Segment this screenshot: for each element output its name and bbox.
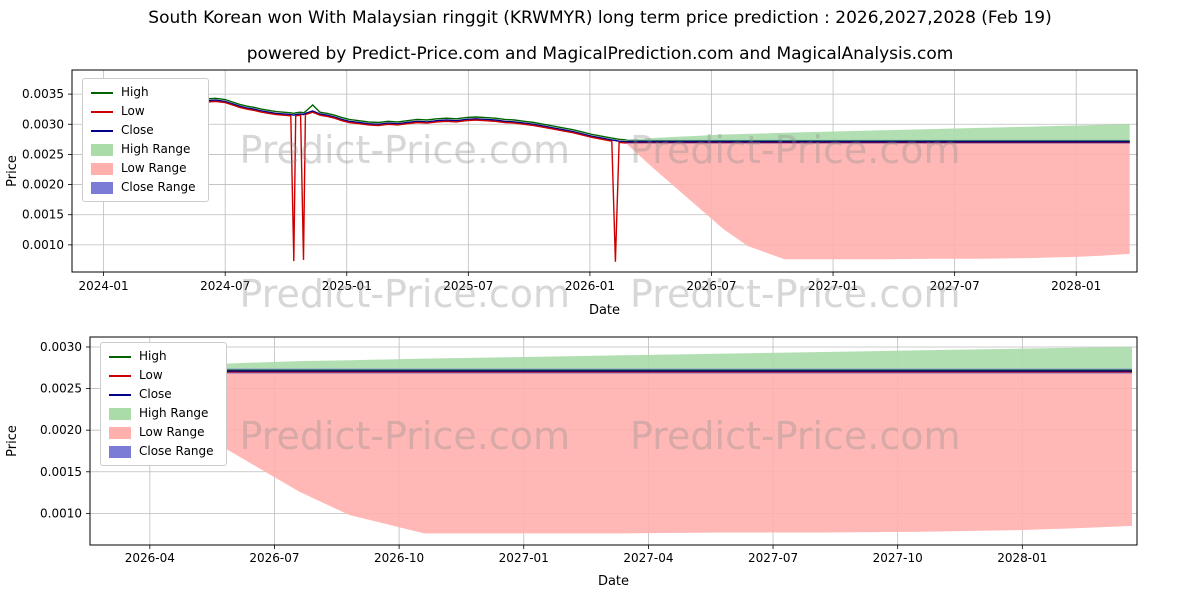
legend-label: High (139, 349, 167, 363)
patch-swatch-low-range (109, 426, 131, 439)
patch-swatch-close-range (109, 445, 131, 458)
patch-swatch-high-range (109, 407, 131, 420)
tick-labels: 2026-04 2026-07 2026-10 2027-01 2027-04 2027-… (40, 340, 1047, 565)
svg-text:2028-01: 2028-01 (1051, 279, 1101, 293)
top-chart: 2024-01 2024-07 2025-01 2025-07 2026-01 2026-… (5, 69, 1138, 318)
svg-text:0.0010: 0.0010 (22, 238, 64, 252)
svg-text:0.0035: 0.0035 (22, 87, 64, 101)
svg-text:2025-01: 2025-01 (322, 279, 372, 293)
band-high-range (626, 124, 1130, 142)
legend-item-close-range: Close Range (91, 180, 196, 195)
svg-text:2026-01: 2026-01 (565, 279, 615, 293)
line-low (127, 97, 627, 262)
legend-label: Low Range (139, 425, 205, 439)
svg-text:2027-01: 2027-01 (499, 551, 549, 565)
svg-text:0.0030: 0.0030 (40, 340, 82, 354)
page-title: South Korean won With Malaysian ringgit … (148, 8, 1052, 28)
legend-label: High Range (121, 142, 191, 156)
line-swatch-high (109, 355, 131, 358)
svg-text:0.0025: 0.0025 (40, 382, 82, 396)
legend-item-low-range: Low Range (91, 161, 196, 176)
svg-text:2024-07: 2024-07 (200, 279, 250, 293)
legend-label: High Range (139, 406, 209, 420)
band-high-range (100, 347, 1132, 372)
line-swatch-high (91, 91, 113, 94)
patch-swatch-close-range (91, 181, 113, 194)
line-swatch-low (91, 110, 113, 113)
bottom-chart: 2026-04 2026-07 2026-10 2027-01 2027-04 2027-… (5, 336, 1138, 589)
svg-text:2027-10: 2027-10 (873, 551, 923, 565)
patch-swatch-high-range (91, 143, 113, 156)
plot-border (71, 69, 1138, 273)
svg-text:2027-01: 2027-01 (808, 279, 858, 293)
band-low-range (100, 371, 1132, 534)
svg-text:2026-07: 2026-07 (686, 279, 736, 293)
svg-text:2026-10: 2026-10 (374, 551, 424, 565)
svg-text:0.0020: 0.0020 (22, 178, 64, 192)
legend-label: Low (121, 104, 145, 118)
legend-item-close: Close (109, 387, 214, 402)
legend-top: High Low Close High Range Low Range Close Ran… (82, 78, 209, 202)
svg-text:0.0020: 0.0020 (40, 423, 82, 437)
legend-item-high-range: High Range (109, 406, 214, 421)
patch-swatch-low-range (91, 162, 113, 175)
svg-text:2027-07: 2027-07 (930, 279, 980, 293)
legend-label: Close Range (121, 180, 196, 194)
legend-bottom: High Low Close High Range Low Range Close Ran… (100, 342, 227, 466)
legend-item-close-range: Close Range (109, 444, 214, 459)
x-axis-label: Date (598, 574, 629, 589)
band-low-range (626, 142, 1130, 260)
legend-item-low: Low (109, 368, 214, 383)
legend-item-high: High (91, 85, 196, 100)
legend-label: Close Range (139, 444, 214, 458)
svg-text:0.0025: 0.0025 (22, 147, 64, 161)
legend-item-high-range: High Range (91, 142, 196, 157)
y-axis-label: Price (5, 425, 20, 457)
legend-label: Close (121, 123, 154, 137)
line-swatch-close (109, 393, 131, 396)
legend-item-high: High (109, 349, 214, 364)
x-axis-label: Date (589, 303, 620, 318)
svg-text:2027-07: 2027-07 (748, 551, 798, 565)
line-swatch-close (91, 129, 113, 132)
legend-label: Low (139, 368, 163, 382)
line-high (127, 94, 627, 141)
legend-label: Low Range (121, 161, 187, 175)
legend-label: Close (139, 387, 172, 401)
y-axis-label: Price (5, 155, 20, 187)
legend-item-low: Low (91, 104, 196, 119)
legend-item-low-range: Low Range (109, 425, 214, 440)
svg-text:0.0030: 0.0030 (22, 117, 64, 131)
svg-text:0.0010: 0.0010 (40, 506, 82, 520)
legend-label: High (121, 85, 149, 99)
line-close (127, 96, 627, 143)
svg-text:0.0015: 0.0015 (40, 465, 82, 479)
svg-text:0.0015: 0.0015 (22, 208, 64, 222)
page-subtitle: powered by Predict-Price.com and Magical… (246, 44, 954, 64)
svg-text:2028-01: 2028-01 (997, 551, 1047, 565)
line-swatch-low (109, 374, 131, 377)
svg-text:2026-07: 2026-07 (249, 551, 299, 565)
svg-text:2024-01: 2024-01 (79, 279, 129, 293)
svg-text:2025-07: 2025-07 (443, 279, 493, 293)
legend-item-close: Close (91, 123, 196, 138)
svg-text:2027-04: 2027-04 (623, 551, 673, 565)
svg-text:2026-04: 2026-04 (125, 551, 175, 565)
tick-labels: 2024-01 2024-07 2025-01 2025-07 2026-01 2026-… (22, 87, 1101, 293)
plot-border (89, 336, 1138, 546)
